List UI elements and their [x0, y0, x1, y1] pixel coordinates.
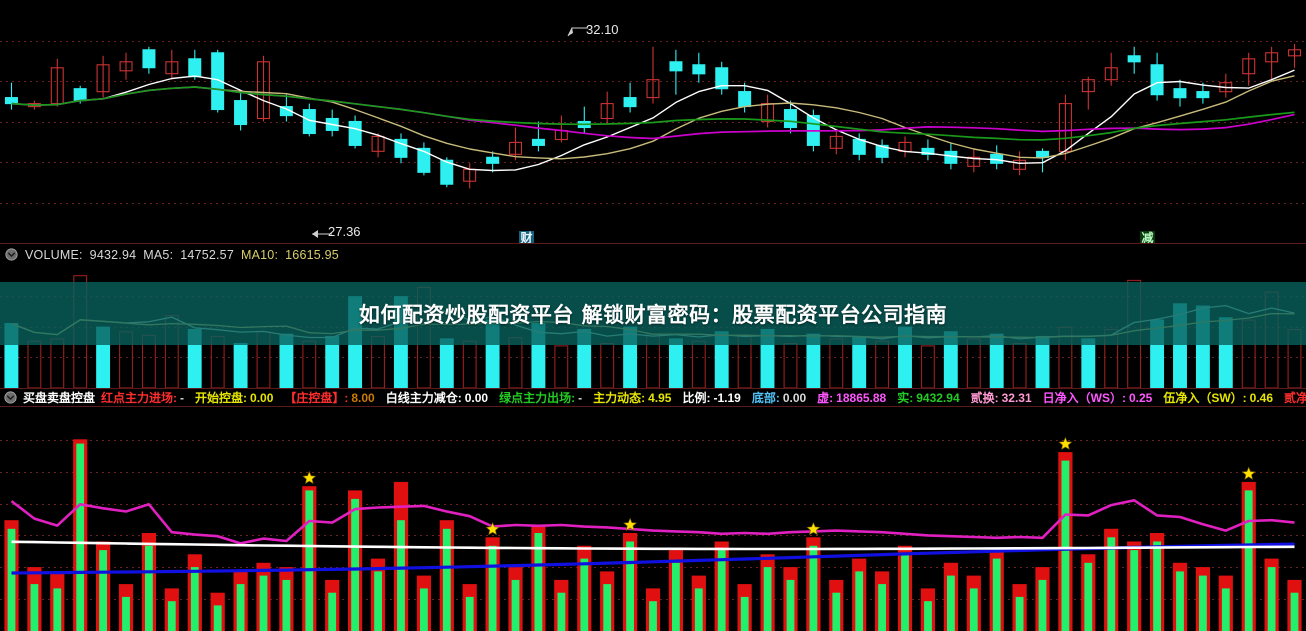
indicator-item-value: 4.95 — [648, 391, 672, 405]
price-chart-svg — [0, 0, 1306, 243]
indicator-item-label: 实: — [897, 391, 914, 405]
volume-header-bar[interactable]: VOLUME: 9432.94 MA5: 14752.57 MA10: 1661… — [0, 243, 1306, 265]
marker-cai: 财 — [519, 231, 534, 246]
indicator-item-label: 开始控盘: — [195, 391, 248, 405]
force-lines — [10, 499, 1295, 575]
indicator-item-12: 伍净入（SW）: 0.46 — [1163, 389, 1273, 406]
price-moving-averages — [11, 69, 1295, 172]
indicator-item-value: 0.00 — [250, 391, 274, 405]
indicator-item-6: 比例: -1.19 — [682, 389, 740, 406]
indicator-name: 买盘卖盘控盘 — [23, 391, 96, 405]
indicator-item-3: 白线主力减仓: 0.00 — [386, 389, 488, 406]
main-force-chart-svg — [0, 408, 1306, 631]
indicator-item-9: 实: 9432.94 — [897, 389, 959, 406]
indicator-item-7: 底部: 0.00 — [752, 389, 806, 406]
indicator-item-value: - — [180, 391, 185, 405]
indicator-item-0: 红点主力进场: - — [101, 389, 184, 406]
indicator-item-value: 0.00 — [782, 391, 807, 405]
indicator-item-value: - — [578, 391, 583, 405]
volume-label: VOLUME: — [25, 247, 83, 262]
indicator-item-1: 开始控盘: 0.00 — [195, 389, 273, 406]
circle-chevron-down-icon[interactable] — [5, 248, 18, 261]
volume-chart-panel[interactable] — [0, 265, 1306, 388]
indicator-item-label: 主力动态: — [593, 391, 646, 405]
indicator-item-13: 贰净入 — [1284, 389, 1306, 406]
indicator-readout-bar[interactable]: 买盘卖盘控盘 红点主力进场: - 开始控盘: 0.00 【庄控盘】: 8.00 白线主力减仓… — [0, 388, 1306, 407]
indicator-item-value: 18865.88 — [836, 391, 887, 405]
force-bars — [4, 439, 1302, 631]
indicator-item-4: 绿点主力出场: - — [499, 389, 582, 406]
volume-ma5-label: MA5: — [143, 247, 174, 262]
indicator-item-value: 0.25 — [1128, 391, 1153, 405]
price-low-label: 27.36 — [328, 224, 361, 239]
indicator-item-label: 底部: — [751, 391, 780, 405]
price-chart-background — [0, 0, 1306, 243]
indicator-items: 红点主力进场: - 开始控盘: 0.00 【庄控盘】: 8.00 白线主力减仓: 0.00 绿点… — [101, 389, 1306, 406]
indicator-item-8: 虚: 18865.88 — [817, 389, 886, 406]
volume-ma5-value: 14752.57 — [180, 247, 234, 262]
volume-value: 9432.94 — [89, 247, 137, 262]
indicator-item-label: 绿点主力出场: — [499, 391, 576, 405]
indicator-item-label: 贰净入 — [1284, 391, 1306, 405]
force-star-markers — [302, 436, 1256, 536]
indicator-item-label: 伍净入（SW）: — [1163, 391, 1247, 405]
indicator-item-value: -1.19 — [713, 391, 741, 405]
indicator-item-5: 主力动态: 4.95 — [593, 389, 671, 406]
indicator-item-label: 红点主力进场: — [101, 391, 178, 405]
indicator-item-value: 9432.94 — [916, 391, 960, 405]
indicator-item-label: 日净入（WS）: — [1042, 391, 1126, 405]
indicator-item-value: 32.31 — [1001, 391, 1032, 405]
indicator-item-value: 8.00 — [351, 391, 375, 405]
price-low-leader-line — [312, 230, 332, 238]
price-high-label: 32.10 — [586, 22, 619, 37]
indicator-item-10: 贰换: 32.31 — [971, 389, 1032, 406]
indicator-item-11: 日净入（WS）: 0.25 — [1043, 389, 1153, 406]
indicator-item-2: 【庄控盘】: 8.00 — [284, 389, 374, 406]
indicator-item-value: 0.46 — [1249, 391, 1274, 405]
indicator-item-label: 【庄控盘】: — [284, 391, 349, 405]
price-high-leader-line — [567, 27, 588, 37]
circle-chevron-down-icon[interactable] — [4, 391, 17, 404]
indicator-item-label: 比例: — [682, 391, 711, 405]
indicator-item-label: 白线主力减仓: — [385, 391, 462, 405]
volume-chart-svg — [0, 265, 1306, 388]
price-chart-panel[interactable]: 32.10 27.36 — [0, 0, 1306, 243]
marker-jian: 减 — [1140, 231, 1155, 246]
indicator-item-label: 贰换: — [970, 391, 999, 405]
indicator-item-value: 0.00 — [464, 391, 489, 405]
volume-ma10-label: MA10: — [241, 247, 279, 262]
main-force-chart-panel[interactable] — [0, 408, 1306, 631]
indicator-item-label: 虚: — [817, 391, 834, 405]
volume-ma10-value: 16615.95 — [285, 247, 339, 262]
